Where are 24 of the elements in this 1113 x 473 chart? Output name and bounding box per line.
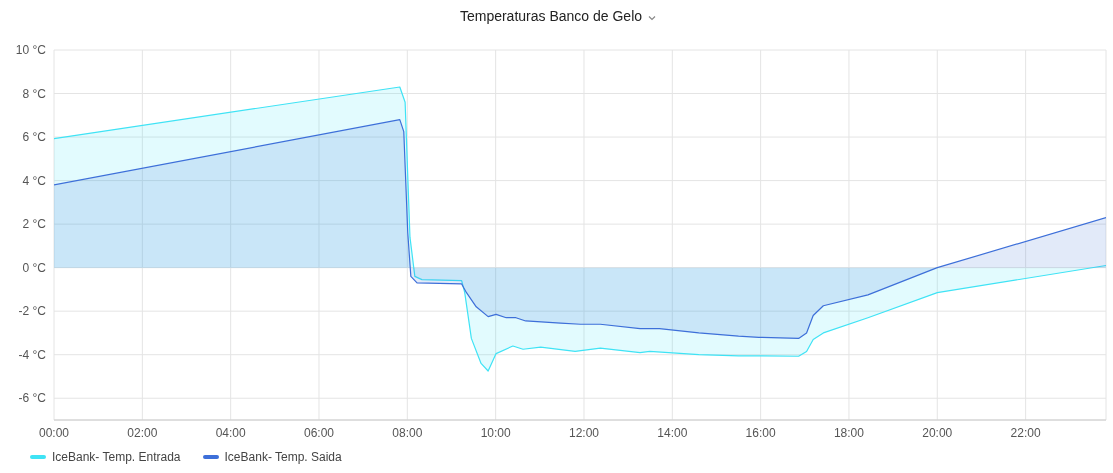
x-tick-label: 16:00 [745, 425, 776, 440]
x-tick-label: 08:00 [392, 425, 423, 440]
x-tick-label: 04:00 [215, 425, 246, 440]
y-tick-label: 4 °C [22, 173, 47, 188]
x-tick-label: 14:00 [657, 425, 688, 440]
y-tick-label: 2 °C [22, 217, 47, 232]
y-tick-label: 6 °C [22, 130, 47, 145]
chart-title: Temperaturas Banco de Gelo [459, 8, 643, 24]
legend-label: IceBank- Temp. Entrada [52, 450, 181, 464]
legend-label: IceBank- Temp. Saida [224, 450, 342, 464]
y-tick-label: -4 °C [18, 347, 47, 362]
x-tick-label: 10:00 [480, 425, 511, 440]
x-tick-label: 06:00 [303, 425, 335, 440]
x-tick-label: 20:00 [922, 425, 953, 440]
y-tick-label: -2 °C [18, 304, 47, 319]
x-tick-label: 22:00 [1010, 425, 1041, 440]
x-tick-label: 12:00 [568, 425, 600, 440]
y-tick-label: -6 °C [18, 391, 47, 406]
x-tick-label: 02:00 [127, 425, 158, 440]
x-tick-label: 18:00 [833, 425, 865, 440]
y-tick-label: 0 °C [22, 260, 47, 275]
y-tick-label: 8 °C [22, 86, 47, 101]
y-tick-label: 10 °C [15, 43, 47, 58]
x-tick-label: 00:00 [38, 425, 70, 440]
